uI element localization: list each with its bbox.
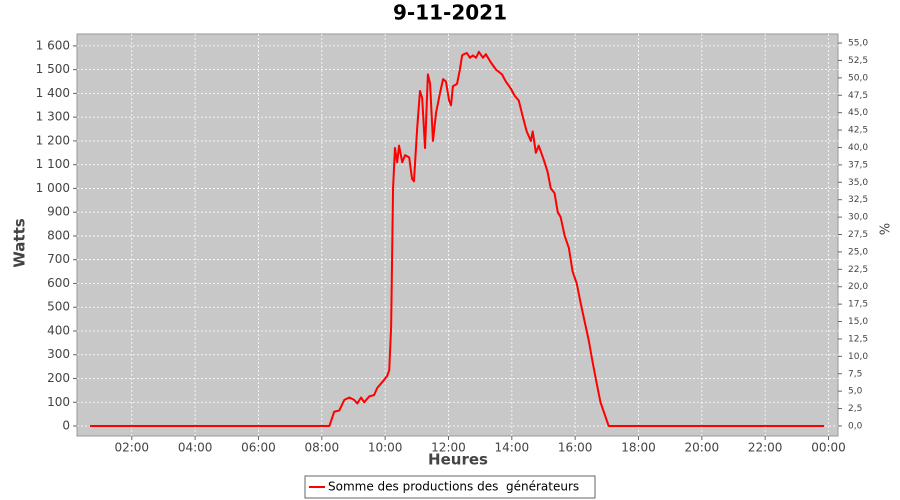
- y-tick-label: 1 400: [36, 86, 70, 100]
- chart-title: 9-11-2021: [393, 1, 507, 25]
- y-tick-label: 600: [47, 276, 70, 290]
- x-tick-label: 10:00: [368, 441, 403, 455]
- data-line: [89, 50, 825, 428]
- x-tick-label: 02:00: [114, 441, 149, 455]
- y2-tick-label: 52,5: [848, 56, 868, 66]
- y2-tick-label: 25,0: [848, 247, 868, 257]
- y2-axis-label: %: [876, 223, 891, 235]
- legend: [304, 475, 596, 499]
- y-tick-label: 400: [47, 323, 70, 337]
- y2-tick-label: 37,5: [848, 160, 868, 170]
- y-tick-label: 900: [47, 205, 70, 219]
- legend-label: Somme des productions des générateurs: [328, 480, 579, 494]
- y2-tick-label: 12,5: [848, 334, 868, 344]
- x-tick-label: 04:00: [178, 441, 213, 455]
- x-tick-label: 14:00: [495, 441, 530, 455]
- y2-tick-label: 47,5: [848, 91, 868, 101]
- y2-tick-label: 7,5: [848, 369, 862, 379]
- y-tick-label: 300: [47, 347, 70, 361]
- x-tick-label: 06:00: [241, 441, 276, 455]
- y-tick-label: 100: [47, 395, 70, 409]
- x-tick-label: 08:00: [305, 441, 340, 455]
- x-tick-label: 12:00: [431, 441, 466, 455]
- x-tick-label: 00:00: [811, 441, 846, 455]
- y2-tick-label: 27,5: [848, 230, 868, 240]
- y-tick-label: 1 600: [36, 38, 70, 52]
- x-tick-label: 22:00: [748, 441, 783, 455]
- plot-area: [76, 33, 839, 437]
- x-axis-label: Heures: [428, 451, 488, 469]
- y-tick-label: 200: [47, 371, 70, 385]
- y2-tick-label: 20,0: [848, 282, 868, 292]
- y2-tick-label: 40,0: [848, 143, 868, 153]
- y-tick-label: 1 000: [36, 181, 70, 195]
- y2-tick-label: 30,0: [848, 213, 868, 223]
- y2-tick-label: 5,0: [848, 387, 863, 397]
- y2-tick-label: 17,5: [848, 300, 868, 310]
- y2-tick-label: 35,0: [848, 178, 868, 188]
- y-tick-label: 1 300: [36, 110, 70, 124]
- y2-tick-label: 42,5: [848, 126, 868, 136]
- y2-tick-label: 45,0: [848, 108, 868, 118]
- y-tick-label: 0: [62, 419, 70, 433]
- y-axis-label: Watts: [11, 218, 29, 267]
- x-tick-label: 20:00: [685, 441, 720, 455]
- y-tick-label: 1 500: [36, 62, 70, 76]
- y-tick-label: 1 200: [36, 133, 70, 147]
- y2-tick-label: 2,5: [848, 404, 862, 414]
- x-tick-label: 16:00: [558, 441, 593, 455]
- y-tick-label: 800: [47, 228, 70, 242]
- y2-tick-label: 32,5: [848, 195, 868, 205]
- y2-tick-label: 15,0: [848, 317, 868, 327]
- y2-tick-label: 50,0: [848, 73, 868, 83]
- y2-tick-label: 0,0: [848, 421, 863, 431]
- y-tick-label: 700: [47, 252, 70, 266]
- y2-tick-label: 10,0: [848, 352, 868, 362]
- y2-tick-label: 22,5: [848, 265, 868, 275]
- x-tick-label: 18:00: [621, 441, 656, 455]
- y2-tick-label: 55,0: [848, 39, 868, 49]
- y-tick-label: 1 100: [36, 157, 70, 171]
- y-tick-label: 500: [47, 300, 70, 314]
